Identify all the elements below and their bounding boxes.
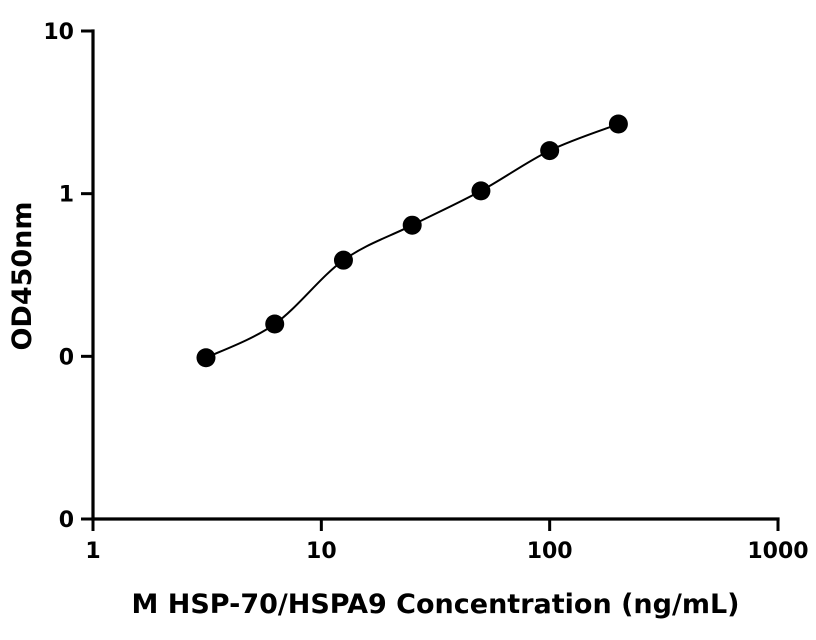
data-point [402, 215, 422, 235]
y-tick-label: 0 [59, 508, 74, 533]
y-tick-label: 10 [43, 20, 74, 45]
data-point [540, 141, 560, 161]
data-point [196, 348, 216, 368]
y-axis-title: OD450nm [7, 201, 38, 350]
x-tick-label: 10 [306, 539, 337, 564]
axes [91, 29, 780, 521]
data-points-layer [196, 114, 628, 368]
data-point [333, 250, 353, 270]
y-axis-ticks: 0 0 1 10 [43, 20, 93, 533]
data-point [265, 314, 285, 334]
y-tick-label: 0 [59, 345, 74, 370]
x-tick-label: 100 [527, 539, 573, 564]
x-axis-ticks: 1 10 100 1000 [85, 519, 809, 564]
x-tick-label: 1 [85, 539, 100, 564]
data-point [608, 114, 628, 134]
data-point [471, 181, 491, 201]
x-axis-title: M HSP-70/HSPA9 Concentration (ng/mL) [131, 589, 739, 620]
y-tick-label: 1 [59, 183, 74, 208]
x-tick-label: 1000 [747, 539, 808, 564]
